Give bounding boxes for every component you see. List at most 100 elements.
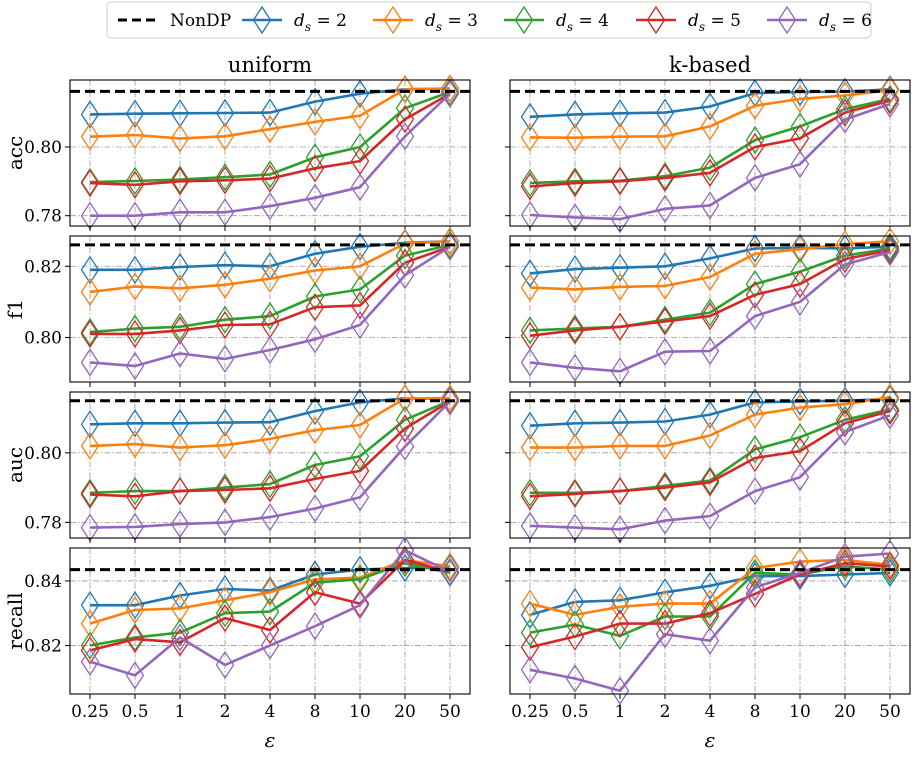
data-point — [610, 586, 630, 615]
legend: NonDP ds = 2 ds = 3 ds = 4 ds = 5 ds = 6 — [106, 1, 872, 39]
series-line — [529, 571, 891, 617]
panel-acc-uniform: 0.78 0.80 — [24, 74, 471, 231]
data-point — [610, 431, 630, 461]
data-point — [80, 319, 100, 349]
series-line — [89, 245, 451, 368]
data-point — [835, 241, 855, 270]
data-point — [700, 599, 720, 628]
data-point — [610, 621, 630, 651]
data-point — [125, 409, 145, 438]
x-tick-label: 0.25 — [71, 702, 109, 722]
data-point — [655, 431, 675, 461]
x-tick-label: 4 — [705, 702, 716, 722]
data-point — [170, 618, 190, 647]
data-point — [215, 310, 235, 340]
panel-recall-uniform: 0.82 0.84 0.25 0.5 1 2 4 8 10 20 50 — [24, 536, 471, 722]
data-point — [610, 609, 630, 638]
data-point — [880, 86, 900, 115]
column-title: k-based — [669, 53, 751, 77]
data-point — [215, 599, 235, 628]
data-point — [350, 590, 370, 620]
data-point — [215, 163, 235, 192]
data-point — [305, 282, 325, 311]
data-point — [350, 310, 370, 340]
series-line — [529, 561, 891, 649]
row-label: auc — [3, 447, 27, 483]
data-point — [260, 301, 280, 331]
data-point — [700, 400, 720, 429]
data-point — [305, 396, 325, 426]
data-point — [305, 154, 325, 183]
data-point — [125, 624, 145, 654]
data-point — [125, 99, 145, 128]
series-line — [89, 558, 451, 652]
data-point — [700, 468, 720, 497]
x-tick-label: 1 — [175, 702, 186, 722]
data-point — [260, 615, 280, 645]
data-point — [880, 227, 900, 256]
data-point — [700, 421, 720, 450]
data-point — [565, 600, 585, 630]
data-point — [745, 579, 765, 609]
data-point — [395, 122, 415, 151]
data-point — [700, 298, 720, 327]
panel-auc-uniform: 0.78 0.80 — [24, 384, 471, 543]
y-tick-label: 0.84 — [24, 572, 62, 592]
data-point — [880, 401, 900, 430]
series-line — [89, 90, 451, 184]
data-point — [215, 166, 235, 195]
data-point — [790, 149, 810, 179]
series-line — [529, 245, 891, 275]
x-tick-label: 0.5 — [121, 702, 148, 722]
data-point — [440, 552, 460, 581]
series-line — [529, 102, 891, 221]
series-line — [530, 395, 891, 449]
data-point — [260, 264, 280, 293]
x-tick-label: 10 — [349, 702, 371, 722]
data-point — [395, 104, 415, 134]
data-point — [655, 471, 675, 501]
data-point — [880, 89, 900, 119]
data-point — [880, 76, 900, 105]
data-point — [260, 98, 280, 127]
data-point — [350, 79, 370, 108]
data-point — [170, 409, 190, 438]
data-point — [565, 123, 585, 152]
data-point — [170, 124, 190, 153]
data-point — [80, 631, 100, 660]
data-point — [610, 253, 630, 282]
data-point — [125, 590, 145, 620]
x-tick-label: 50 — [439, 702, 461, 722]
data-point — [170, 165, 190, 194]
y-tick-label: 0.80 — [24, 444, 62, 464]
data-point — [610, 592, 630, 621]
data-point — [350, 232, 370, 261]
data-point — [80, 431, 100, 461]
data-point — [610, 204, 630, 234]
data-point — [350, 388, 370, 417]
legend-label: ds = 3 — [425, 11, 478, 34]
data-point — [305, 494, 325, 523]
legend-label: ds = 5 — [688, 11, 741, 34]
data-point — [260, 160, 280, 189]
data-point — [565, 275, 585, 304]
data-point — [440, 387, 460, 416]
data-point — [835, 105, 855, 134]
data-point — [520, 168, 540, 198]
series-line — [89, 399, 451, 495]
data-point — [655, 163, 675, 193]
data-point — [565, 316, 585, 345]
data-point — [790, 287, 810, 317]
data-point — [350, 101, 370, 130]
data-point — [305, 107, 325, 137]
data-point — [835, 98, 855, 127]
data-point — [655, 620, 675, 649]
data-point — [260, 474, 280, 503]
data-point — [125, 476, 145, 506]
column-title: uniform — [228, 53, 312, 77]
legend-label: ds = 4 — [556, 11, 609, 34]
x-tick-label: 50 — [879, 702, 901, 722]
data-point — [745, 558, 765, 588]
data-point — [80, 317, 100, 347]
